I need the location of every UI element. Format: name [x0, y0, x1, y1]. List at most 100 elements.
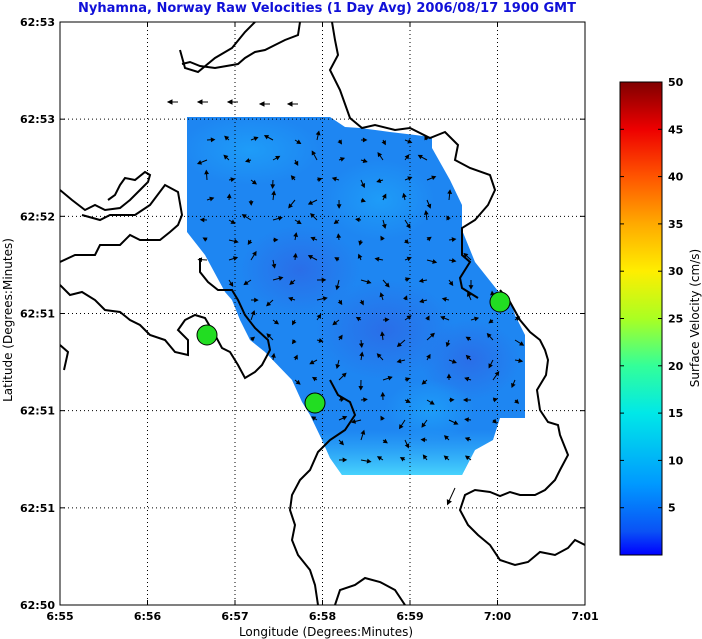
- velocity-arrow: [309, 359, 318, 365]
- velocity-arrow: [404, 219, 411, 229]
- velocity-arrow: [486, 332, 494, 341]
- velocity-arrow: [426, 236, 432, 242]
- velocity-arrow: [316, 313, 322, 321]
- velocity-arrow: [404, 176, 413, 181]
- velocity-arrow: [289, 279, 296, 285]
- colorbar-tick-label: 40: [668, 171, 684, 184]
- velocity-arrow: [470, 316, 480, 322]
- velocity-arrow: [224, 135, 230, 141]
- velocity-arrow: [335, 279, 340, 291]
- velocity-arrow: [402, 192, 407, 201]
- velocity-arrow: [448, 359, 457, 364]
- velocity-arrow: [166, 99, 178, 105]
- x-tick-label: 6:59: [396, 610, 423, 623]
- velocity-arrow: [199, 217, 208, 223]
- velocity-arrow: [404, 139, 413, 144]
- velocity-arrow: [288, 296, 296, 302]
- velocity-arrow: [404, 315, 412, 321]
- velocity-arrow: [360, 458, 372, 464]
- velocity-arrow: [376, 178, 384, 184]
- velocity-arrow: [466, 291, 472, 301]
- velocity-arrow: [247, 239, 253, 245]
- velocity-arrow: [446, 215, 451, 221]
- velocity-arrow: [266, 299, 274, 307]
- velocity-arrow: [360, 429, 366, 441]
- y-tick-label: 62:51: [20, 405, 55, 418]
- sites: [196, 291, 511, 414]
- velocity-arrow: [223, 154, 230, 161]
- velocity-arrow: [380, 235, 385, 241]
- velocity-arrow: [417, 154, 428, 161]
- velocity-arrow: [514, 339, 525, 346]
- velocity-arrow: [311, 416, 318, 421]
- velocity-arrow: [333, 219, 340, 225]
- velocity-arrow: [374, 256, 384, 262]
- x-tick-label: 6:58: [309, 610, 336, 623]
- velocity-arrow: [250, 297, 259, 303]
- velocity-arrow: [464, 417, 472, 423]
- velocity-arrow: [382, 438, 388, 444]
- velocity-arrow: [448, 237, 457, 242]
- y-tick-label: 62:51: [20, 308, 55, 321]
- velocity-arrow: [426, 353, 431, 361]
- velocity-arrow: [464, 376, 472, 382]
- velocity-arrow: [426, 199, 432, 209]
- velocity-arrow: [492, 371, 500, 381]
- colorbar-tick-label: 15: [668, 407, 683, 420]
- velocity-arrow: [448, 419, 459, 425]
- velocity-arrow: [294, 219, 302, 225]
- velocity-arrow: [404, 238, 409, 244]
- velocity-arrow: [272, 216, 283, 221]
- velocity-arrow: [511, 379, 516, 389]
- velocity-arrow: [463, 397, 472, 403]
- velocity-arrow: [514, 358, 524, 364]
- y-axis-label: Latitude (Degrees:Minutes): [1, 238, 15, 402]
- velocity-arrow: [399, 457, 406, 462]
- velocity-arrow: [272, 237, 279, 243]
- velocity-arrow: [404, 398, 411, 403]
- velocity-arrow: [488, 318, 494, 324]
- colorbar-tick-label: 10: [668, 454, 684, 467]
- velocity-arrow: [380, 415, 385, 421]
- velocity-arrow: [310, 213, 318, 221]
- velocity-arrow: [404, 277, 411, 282]
- velocity-arrow: [355, 316, 362, 322]
- velocity-arrow: [396, 358, 406, 364]
- velocity-arrow: [425, 315, 430, 321]
- velocity-arrow: [288, 199, 296, 209]
- velocity-arrow: [448, 258, 457, 263]
- colorbar-tick-label: 45: [668, 123, 683, 136]
- velocity-arrow: [382, 279, 390, 288]
- velocity-arrow: [492, 397, 498, 403]
- velocity-arrow: [448, 397, 455, 403]
- coastline: [60, 22, 585, 605]
- velocity-arrow: [463, 252, 472, 261]
- velocity-arrow: [250, 136, 259, 142]
- velocity-arrow: [228, 238, 239, 244]
- velocity-arrow: [377, 152, 384, 161]
- velocity-arrow: [310, 236, 318, 242]
- velocity-arrow: [271, 190, 277, 201]
- velocity-arrow: [404, 154, 410, 161]
- velocity-arrow: [382, 317, 390, 323]
- velocity-arrow: [351, 419, 362, 424]
- velocity-arrow: [228, 256, 239, 261]
- velocity-arrow: [376, 353, 384, 361]
- velocity-arrow: [492, 418, 498, 424]
- velocity-arrow: [359, 299, 364, 306]
- velocity-arrow: [443, 455, 450, 461]
- velocity-arrow: [418, 278, 428, 284]
- velocity-arrow: [381, 219, 387, 229]
- velocity-arrow: [331, 176, 340, 182]
- velocity-arrow: [202, 237, 208, 242]
- velocity-arrow: [420, 437, 428, 443]
- colorbar-tick-label: 35: [668, 218, 683, 231]
- velocity-arrow: [263, 135, 274, 141]
- velocity-arrow: [382, 193, 387, 201]
- chart-title: Nyhamna, Norway Raw Velocities (1 Day Av…: [78, 1, 576, 16]
- velocity-arrow: [360, 197, 366, 203]
- y-tick-labels: 62:53 62:53 62:52 62:51 62:51 62:51 62:50: [20, 16, 585, 612]
- velocity-arrow: [286, 101, 298, 107]
- velocity-arrow: [332, 319, 340, 326]
- colorbar-ticks: 5 10 15 20 25 30 35 40 45 50: [620, 76, 684, 515]
